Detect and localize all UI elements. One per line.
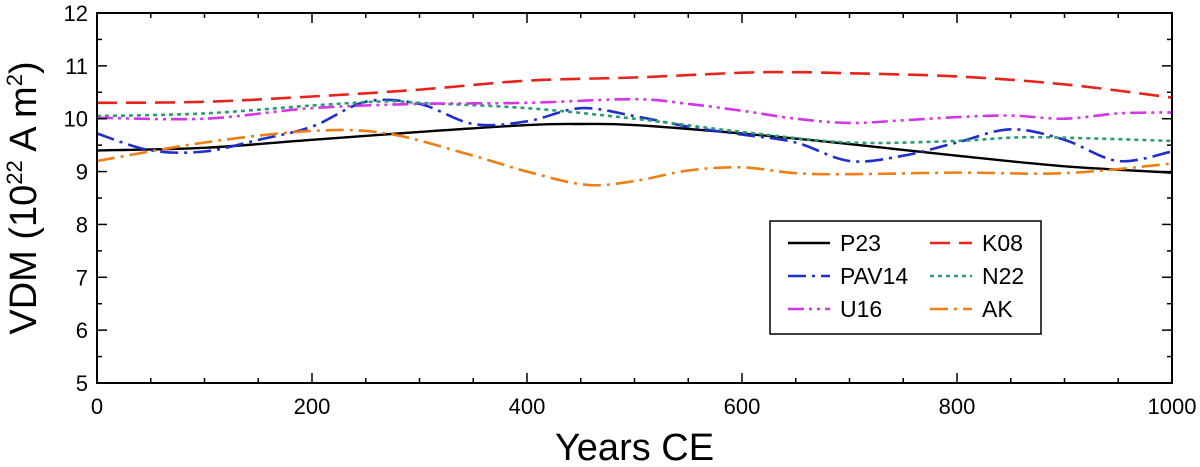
y-tick-label: 12 bbox=[64, 1, 88, 26]
series-line-n22 bbox=[96, 99, 1173, 145]
series-line-u16 bbox=[96, 97, 1173, 125]
x-tick-label: 0 bbox=[91, 394, 103, 419]
y-tick-label: 10 bbox=[64, 107, 88, 132]
x-tick-label: 600 bbox=[724, 394, 761, 419]
y-tick-label: 7 bbox=[76, 265, 88, 290]
y-axis-title-exponent-2: 2 bbox=[2, 74, 27, 86]
x-tick-label: 400 bbox=[509, 394, 546, 419]
legend-label-pav14: PAV14 bbox=[840, 263, 908, 289]
y-axis-title-part-3: ) bbox=[3, 61, 45, 74]
legend-label-p23: P23 bbox=[840, 230, 881, 256]
y-axis-title-exponent-1: 22 bbox=[2, 160, 27, 184]
y-axis-title-part-1: VDM (10 bbox=[3, 185, 45, 335]
series-line-pav14 bbox=[96, 98, 1173, 163]
legend-label-u16: U16 bbox=[840, 296, 882, 322]
legend-box bbox=[769, 220, 1042, 335]
legend: P23 PAV14 U16 K08 N22 AK bbox=[769, 220, 1042, 335]
series-line-k08 bbox=[96, 70, 1173, 105]
ticks-layer bbox=[96, 12, 1173, 384]
x-tick-label: 800 bbox=[939, 394, 976, 419]
y-tick-label: 9 bbox=[76, 160, 88, 185]
legend-label-k08: K08 bbox=[982, 230, 1023, 256]
legend-label-ak: AK bbox=[982, 296, 1013, 322]
y-axis-title-part-2: A m bbox=[3, 86, 45, 160]
y-tick-label: 6 bbox=[76, 318, 88, 343]
x-tick-label: 200 bbox=[294, 394, 331, 419]
x-tick-label: 1000 bbox=[1148, 394, 1197, 419]
y-tick-label: 11 bbox=[65, 54, 88, 79]
y-tick-label: 5 bbox=[76, 371, 88, 396]
y-tick-label: 8 bbox=[76, 212, 88, 237]
y-axis-title: VDM (1022 A m2) bbox=[2, 61, 45, 334]
legend-label-n22: N22 bbox=[982, 263, 1024, 289]
series-line-p23 bbox=[96, 122, 1173, 174]
tick-labels: 0 200 400 600 800 1000 5 6 7 8 9 10 11 12 bbox=[64, 1, 1197, 419]
x-axis-title: Years CE bbox=[555, 427, 714, 467]
series-layer bbox=[96, 70, 1173, 187]
series-line-ak bbox=[96, 128, 1173, 187]
